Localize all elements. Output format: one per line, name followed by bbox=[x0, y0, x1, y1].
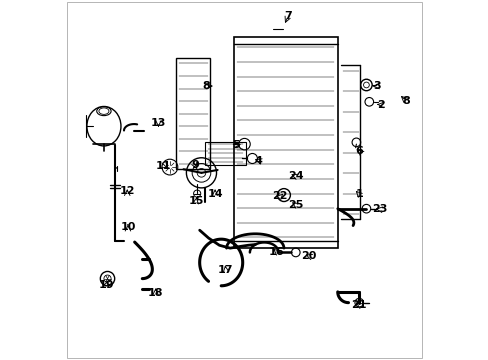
Text: 12: 12 bbox=[119, 186, 135, 197]
Text: 15: 15 bbox=[188, 196, 203, 206]
Text: 24: 24 bbox=[288, 171, 304, 181]
Text: 19: 19 bbox=[99, 280, 114, 290]
Text: 2: 2 bbox=[376, 100, 384, 110]
Text: 4: 4 bbox=[254, 156, 262, 166]
Text: 8: 8 bbox=[402, 96, 409, 106]
Text: 13: 13 bbox=[150, 118, 166, 128]
Text: 23: 23 bbox=[371, 204, 386, 215]
Text: 22: 22 bbox=[272, 192, 287, 202]
Text: 20: 20 bbox=[301, 251, 316, 261]
Text: 9: 9 bbox=[191, 160, 199, 170]
Text: 8: 8 bbox=[202, 81, 209, 91]
Text: 7: 7 bbox=[284, 11, 291, 21]
Text: 16: 16 bbox=[268, 247, 284, 257]
Text: 6: 6 bbox=[355, 146, 363, 156]
Text: 17: 17 bbox=[218, 265, 233, 275]
Text: 25: 25 bbox=[288, 200, 303, 210]
Text: 11: 11 bbox=[156, 161, 171, 171]
Text: 14: 14 bbox=[207, 189, 223, 199]
Text: 10: 10 bbox=[120, 222, 135, 232]
Text: 18: 18 bbox=[147, 288, 163, 298]
Text: 3: 3 bbox=[373, 81, 380, 91]
Text: 21: 21 bbox=[351, 300, 366, 310]
Text: 1: 1 bbox=[355, 189, 363, 199]
Text: 5: 5 bbox=[231, 140, 239, 150]
